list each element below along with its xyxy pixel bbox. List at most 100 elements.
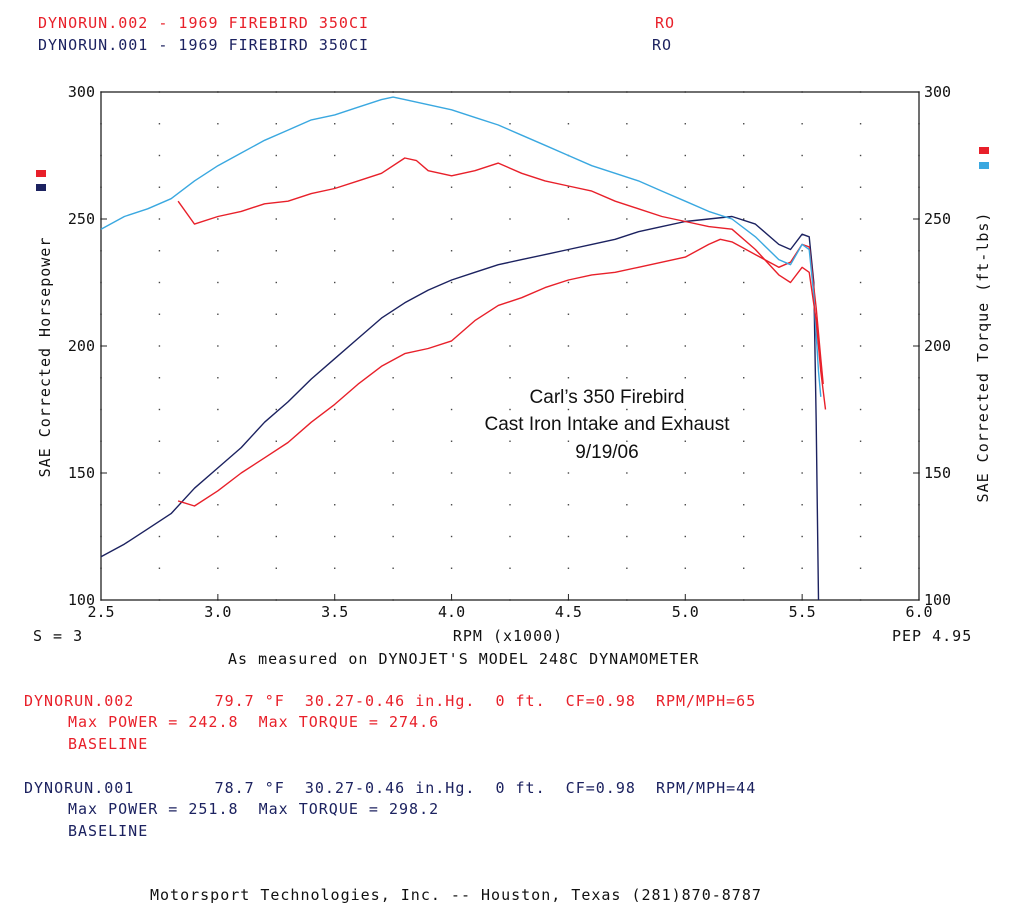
grid-dot: [158, 377, 161, 379]
grid-dot: [567, 535, 570, 538]
grid-dot: [450, 440, 453, 442]
grid-dot: [334, 535, 336, 538]
grid-dot: [567, 313, 570, 315]
grid-dot: [567, 440, 570, 442]
y-right-axis-title: SAE Corrected Torque (ft-lbs): [974, 212, 992, 503]
grid-dot: [158, 281, 161, 284]
grid-dot: [626, 154, 628, 157]
grid-dot: [859, 345, 862, 347]
x-tick-label: 5.0: [672, 603, 699, 621]
run1-max-values: Max POWER = 251.8 Max TORQUE = 298.2: [68, 800, 440, 818]
grid-dot: [859, 472, 862, 474]
chart-series: [100, 96, 827, 601]
grid-dot: [334, 218, 336, 220]
grid-dot: [392, 123, 394, 125]
grid-dot: [450, 186, 453, 188]
chart-annotation: Carl’s 350 Firebird Cast Iron Intake and…: [484, 387, 730, 463]
grid-dot: [567, 250, 570, 252]
smoothing-label: S = 3: [33, 627, 83, 645]
grid-dot: [217, 535, 219, 538]
grid-dot: [509, 345, 511, 347]
grid-dot: [859, 313, 862, 315]
grid-dot: [684, 281, 686, 284]
y-left-tick-label: 150: [68, 464, 95, 482]
grid-dot: [217, 186, 219, 188]
grid-dot: [567, 123, 570, 125]
grid-dot: [275, 313, 277, 315]
grid-dot: [509, 154, 511, 157]
grid-dot: [684, 472, 686, 474]
grid-dot: [158, 123, 161, 125]
grid-dot: [217, 313, 219, 315]
grid-dot: [509, 218, 511, 220]
grid-dot: [626, 472, 628, 474]
run1-conditions: DYNORUN.001 78.7 °F 30.27-0.46 in.Hg. 0 …: [24, 779, 757, 797]
grid-dot: [684, 440, 686, 442]
grid-dot: [859, 504, 862, 506]
grid-dot: [859, 186, 862, 188]
grid-dot: [567, 186, 570, 188]
grid-dot: [392, 250, 394, 252]
y-left-axis-title: SAE Corrected Horsepower: [36, 237, 54, 478]
grid-dot: [626, 440, 628, 442]
annotation-line-2: Cast Iron Intake and Exhaust: [484, 414, 730, 435]
grid-dot: [275, 472, 277, 474]
grid-dot: [158, 154, 161, 157]
dyno-chart: 2.5 3.0 3.5 4.0 4.5 5.0 5.5 6.0 100 150 200 250 300…: [33, 83, 992, 645]
grid-dot: [509, 472, 511, 474]
grid-dot: [509, 250, 511, 252]
x-tick-label: 5.5: [789, 603, 816, 621]
grid-dot: [859, 440, 862, 442]
grid-dot: [509, 186, 511, 188]
grid-dot: [743, 472, 745, 474]
grid-dot: [217, 154, 219, 157]
grid-dot: [567, 345, 570, 347]
grid-dot: [684, 154, 686, 157]
grid-dot: [626, 408, 628, 411]
run2-max-values: Max POWER = 242.8 Max TORQUE = 274.6: [68, 713, 440, 731]
grid-dot: [684, 345, 686, 347]
grid-dot: [801, 218, 803, 220]
grid-dot: [275, 123, 277, 125]
grid-dot: [509, 408, 511, 411]
grid-dot: [743, 408, 745, 411]
x-axis-title: RPM (x1000): [453, 627, 563, 645]
grid-dot: [743, 218, 745, 220]
run1-code: RO: [652, 36, 673, 54]
grid-dot: [801, 377, 803, 379]
grid-dot: [217, 440, 219, 442]
run2-title: DYNORUN.002 - 1969 FIREBIRD 350CI: [38, 14, 370, 32]
grid-dot: [217, 408, 219, 411]
grid-dot: [684, 408, 686, 411]
grid-dot: [217, 281, 219, 284]
grid-dot: [275, 504, 277, 506]
grid-dot: [509, 440, 511, 442]
grid-dot: [801, 408, 803, 411]
grid-dot: [801, 123, 803, 125]
y-left-tick-label: 250: [68, 210, 95, 228]
grid-dot: [450, 345, 453, 347]
grid-dot: [334, 408, 336, 411]
grid-dot: [158, 250, 161, 252]
grid-dot: [334, 504, 336, 506]
pep-label: PEP 4.95: [892, 627, 972, 645]
run2-code: RO: [655, 14, 676, 32]
grid-dot: [801, 567, 803, 569]
grid-dot: [450, 281, 453, 284]
grid-dot: [859, 377, 862, 379]
grid-dot: [158, 535, 161, 538]
grid-dot: [801, 154, 803, 157]
grid-dot: [392, 218, 394, 220]
legend-swatch-left-run2: [36, 170, 46, 177]
grid-dot: [859, 218, 862, 220]
legend-swatch-right-run2: [979, 147, 989, 154]
grid-dot: [334, 123, 336, 125]
x-tick-labels: 2.5 3.0 3.5 4.0 4.5 5.0 5.5 6.0: [87, 594, 933, 621]
grid-dot: [684, 218, 686, 220]
grid-dot: [626, 281, 628, 284]
grid-dot: [392, 472, 394, 474]
grid-dot: [509, 535, 511, 538]
grid-dot: [801, 504, 803, 506]
grid-dot: [567, 218, 570, 220]
grid-dot: [450, 472, 453, 474]
